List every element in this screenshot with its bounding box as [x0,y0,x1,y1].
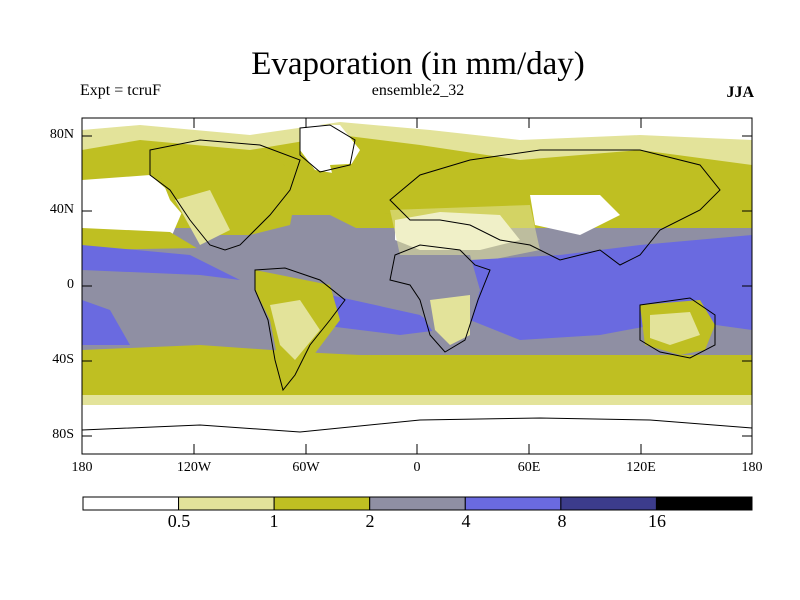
colorbar-label: 1 [269,511,279,531]
colorbar-swatch [655,496,753,511]
lon-ticks [81,118,753,454]
lon-label-0: 0 [413,460,421,475]
lat-label-0: 0 [67,277,74,292]
lat-label-80s: 80S [52,427,74,442]
lon-label-180w: 180 [71,460,93,475]
lon-label-180e: 180 [741,460,763,475]
map-title: Evaporation (in mm/day) [251,46,585,82]
lon-label-120w: 120W [176,460,212,475]
lon-label-60e: 60E [517,460,541,475]
lat-label-80n: 80N [49,127,74,142]
colorbar-label: 4 [461,511,471,531]
colorbar-label: 2 [365,511,375,531]
colorbar [82,496,753,511]
lat-ticks [82,135,752,437]
lat-label-40n: 40N [49,202,74,217]
colorbar-swatch [178,496,275,511]
colorbar-swatch [369,496,466,511]
colorbar-swatch [464,496,562,511]
ensemble-label: ensemble2_32 [371,82,465,99]
experiment-label: Expt = tcruF [80,82,162,99]
season-label: JJA [726,84,754,101]
colorbar-swatch [82,496,180,511]
lat-label-40s: 40S [52,352,74,367]
colorbar-swatch [560,496,657,511]
coastlines [82,124,752,433]
lon-label-120e: 120E [626,460,656,475]
colorbar-label: 16 [648,511,666,531]
colorbar-label: 0.5 [167,511,191,531]
lon-label-60w: 60W [292,460,320,475]
evaporation-field [82,118,752,454]
colorbar-label: 8 [557,511,567,531]
colorbar-swatch [273,496,371,511]
